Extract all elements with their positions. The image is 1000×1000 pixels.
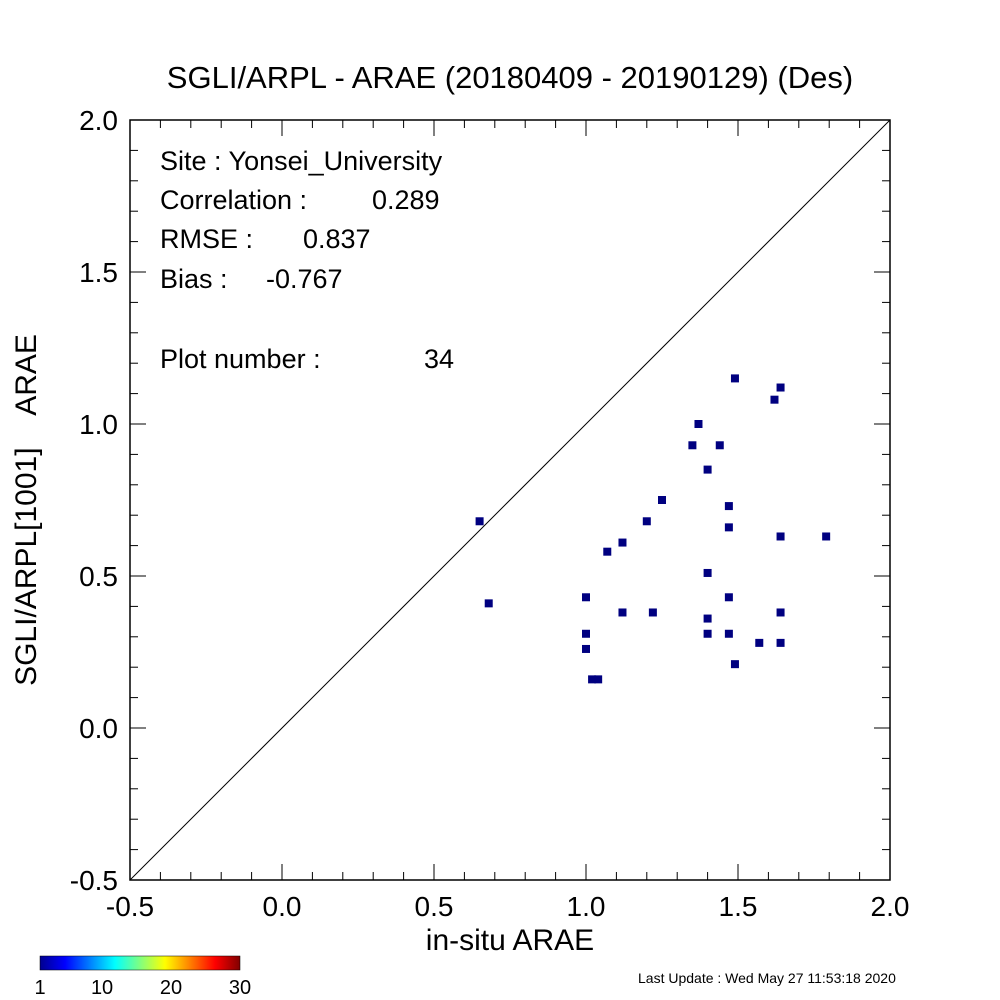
y-tick-label: 0.5 xyxy=(79,561,118,592)
rmse-label: RMSE : xyxy=(160,224,253,254)
data-point xyxy=(822,532,831,541)
x-tick-label: 1.0 xyxy=(567,891,606,922)
data-point xyxy=(703,629,712,638)
data-point xyxy=(594,675,603,684)
one-to-one-line xyxy=(129,119,891,881)
axis-tick-labels: -0.5 0.0 0.5 1.0 1.5 2.0 -0.5 0.0 0.5 1.0 1.5 2.0 xyxy=(70,105,910,922)
colorbar-ticks: 1 10 20 30 xyxy=(34,977,251,999)
x-tick-label: 2.0 xyxy=(871,891,910,922)
site-label: Site : Yonsei_University xyxy=(160,146,443,176)
data-point xyxy=(484,599,493,608)
x-tick-label: 1.5 xyxy=(719,891,758,922)
data-point xyxy=(475,517,484,526)
x-tick-label: 0.0 xyxy=(263,891,302,922)
y-tick-label: 1.5 xyxy=(79,257,118,288)
colorbar-tick-label: 30 xyxy=(229,977,251,999)
stats-annotation: Site : Yonsei_University Correlation : 0… xyxy=(160,146,454,374)
colorbar-tick-label: 1 xyxy=(34,977,45,999)
data-point xyxy=(730,660,739,669)
data-point xyxy=(776,532,785,541)
data-point xyxy=(588,675,597,684)
data-point xyxy=(703,614,712,623)
data-point xyxy=(724,502,733,511)
data-point xyxy=(715,441,724,450)
bias-label: Bias : xyxy=(160,264,228,294)
last-update-text: Last Update : Wed May 27 11:53:18 2020 xyxy=(638,970,896,986)
y-tick-label: 2.0 xyxy=(79,105,118,136)
bias-value: -0.767 xyxy=(266,264,343,294)
data-point xyxy=(724,523,733,532)
data-point xyxy=(603,547,612,556)
data-point xyxy=(776,638,785,647)
colorbar-tick-label: 20 xyxy=(160,977,182,999)
x-axis-label: in-situ ARAE xyxy=(426,924,594,957)
data-point xyxy=(724,593,733,602)
y-tick-label: 0.0 xyxy=(79,713,118,744)
data-point xyxy=(776,383,785,392)
x-tick-label: -0.5 xyxy=(106,891,154,922)
chart-title: SGLI/ARPL - ARAE (20180409 - 20190129) (… xyxy=(167,60,853,95)
data-point xyxy=(642,517,651,526)
data-point xyxy=(770,395,779,404)
data-points xyxy=(475,374,831,684)
colorbar xyxy=(39,955,241,971)
plot-number-value: 34 xyxy=(424,344,454,374)
data-point xyxy=(618,538,627,547)
data-point xyxy=(648,608,657,617)
data-point xyxy=(582,644,590,653)
axis-ticks xyxy=(129,119,891,881)
rmse-value: 0.837 xyxy=(303,224,371,254)
correlation-value: 0.289 xyxy=(372,185,440,215)
y-axis-label: SGLI/ARPL[1001] ARAE xyxy=(10,334,43,686)
y-tick-label: 1.0 xyxy=(79,409,118,440)
data-point xyxy=(703,465,712,474)
data-point xyxy=(688,441,697,450)
correlation-label: Correlation : xyxy=(160,185,307,215)
data-point xyxy=(582,593,590,602)
data-point xyxy=(694,420,703,428)
data-point xyxy=(776,608,785,617)
data-point xyxy=(582,629,590,638)
x-tick-label: 0.5 xyxy=(415,891,454,922)
data-point xyxy=(703,568,712,577)
plot-frame xyxy=(129,119,891,881)
data-point xyxy=(658,496,666,504)
colorbar-tick-label: 10 xyxy=(91,977,113,999)
data-point xyxy=(755,638,764,647)
data-point xyxy=(730,374,739,383)
data-point xyxy=(724,629,733,638)
data-point xyxy=(618,608,627,617)
plot-number-label: Plot number : xyxy=(160,344,321,374)
y-tick-label: -0.5 xyxy=(70,865,118,896)
